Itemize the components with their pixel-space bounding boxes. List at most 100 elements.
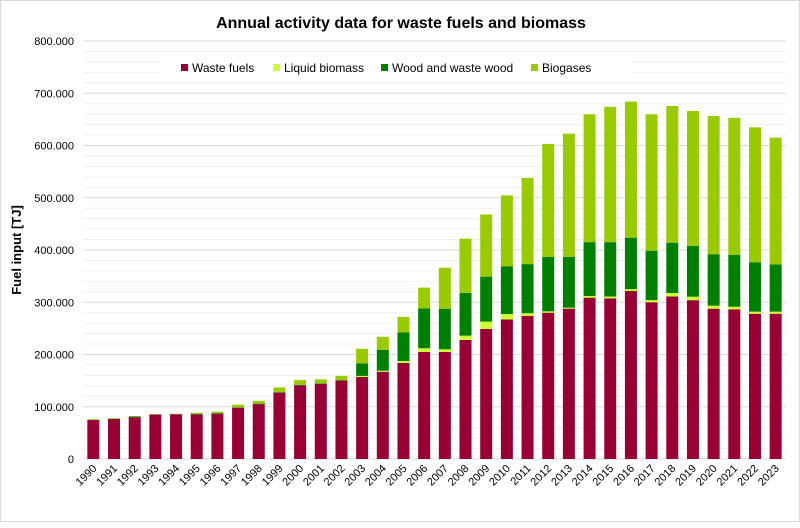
bar-biogases-2002 (335, 376, 347, 380)
bar-biogases-2006 (418, 288, 430, 309)
bar-waste-fuels-1992 (129, 417, 141, 459)
bars (87, 102, 781, 459)
bar-waste-fuels-1998 (253, 404, 265, 459)
y-tick-label: 300.000 (34, 297, 74, 309)
legend-item-waste-fuels: Waste fuels (181, 61, 254, 75)
bar-wood-and-waste-wood-2022 (749, 262, 761, 311)
bar-wood-and-waste-wood-2001 (315, 383, 327, 384)
bar-waste-fuels-2006 (418, 352, 430, 459)
bar-wood-and-waste-wood-2015 (604, 242, 616, 296)
bar-waste-fuels-2010 (501, 319, 513, 459)
bar-wood-and-waste-wood-2017 (646, 251, 658, 300)
legend-label: Wood and waste wood (392, 61, 513, 75)
y-tick-label: 0 (68, 454, 74, 466)
bar-biogases-1997 (232, 405, 244, 408)
bar-waste-fuels-2023 (770, 314, 782, 459)
bar-biogases-2021 (728, 118, 740, 255)
bar-biogases-2015 (604, 107, 616, 242)
x-tick-label: 1990 (74, 463, 100, 489)
bar-liquid-biomass-2006 (418, 348, 430, 352)
bar-waste-fuels-2008 (460, 340, 472, 459)
bar-waste-fuels-2022 (749, 314, 761, 459)
x-tick-label: 2007 (425, 463, 451, 489)
bar-waste-fuels-2000 (294, 385, 306, 459)
bar-wood-and-waste-wood-2019 (687, 246, 699, 297)
bar-wood-and-waste-wood-2010 (501, 266, 513, 314)
x-tick-label: 2019 (673, 463, 699, 489)
bar-waste-fuels-2005 (397, 363, 409, 459)
bar-biogases-1998 (253, 401, 265, 404)
bar-waste-fuels-1990 (87, 420, 99, 459)
x-tick-label: 2015 (591, 463, 617, 489)
bar-waste-fuels-1995 (191, 414, 203, 459)
x-tick-label: 2022 (735, 463, 761, 489)
x-tick-label: 1996 (198, 463, 224, 489)
bar-waste-fuels-2015 (604, 298, 616, 459)
x-tick-label: 2011 (508, 463, 533, 488)
bar-liquid-biomass-2014 (584, 296, 596, 298)
legend-label: Liquid biomass (284, 61, 364, 75)
legend-swatch (381, 64, 388, 71)
bar-biogases-2018 (666, 106, 678, 243)
bar-liquid-biomass-2019 (687, 297, 699, 300)
y-tick-label: 800.000 (34, 36, 74, 48)
bar-wood-and-waste-wood-2021 (728, 255, 740, 307)
bar-wood-and-waste-wood-2002 (335, 380, 347, 381)
x-tick-label: 2003 (342, 463, 368, 489)
x-tick-label: 1999 (260, 463, 286, 489)
bar-wood-and-waste-wood-1995 (191, 414, 203, 415)
x-tick-label: 2021 (715, 463, 741, 489)
y-tick-label: 700.000 (34, 88, 74, 100)
bar-biogases-2022 (749, 127, 761, 262)
bar-waste-fuels-2014 (584, 298, 596, 459)
bar-biogases-2017 (646, 114, 658, 250)
legend-label: Waste fuels (192, 61, 254, 75)
x-tick-label: 2006 (404, 463, 430, 489)
legend: Waste fuels Liquid biomass Wood and waste … (161, 58, 631, 78)
chart-title: Annual activity data for waste fuels and… (216, 15, 586, 32)
bar-wood-and-waste-wood-2023 (770, 264, 782, 311)
bar-waste-fuels-2019 (687, 300, 699, 459)
bar-liquid-biomass-2022 (749, 312, 761, 314)
legend-item-liquid-biomass: Liquid biomass (273, 61, 364, 75)
bar-biogases-2023 (770, 138, 782, 265)
bar-wood-and-waste-wood-1996 (211, 413, 223, 414)
bar-waste-fuels-2020 (708, 309, 720, 459)
bar-liquid-biomass-2003 (356, 376, 368, 377)
bar-biogases-2000 (294, 380, 306, 385)
x-tick-label: 1995 (177, 463, 203, 489)
bar-liquid-biomass-2021 (728, 307, 740, 310)
y-axis-label: Fuel input [TJ] (9, 205, 24, 295)
bar-liquid-biomass-2023 (770, 312, 782, 314)
bar-wood-and-waste-wood-1997 (232, 407, 244, 408)
bar-waste-fuels-2001 (315, 384, 327, 459)
bar-liquid-biomass-2015 (604, 297, 616, 299)
x-tick-label: 2012 (529, 463, 555, 489)
bar-waste-fuels-2012 (542, 313, 554, 459)
legend-swatch (531, 64, 538, 71)
bar-biogases-2012 (542, 144, 554, 257)
bar-waste-fuels-2013 (563, 309, 575, 459)
x-tick-label: 1992 (115, 463, 141, 489)
bar-wood-and-waste-wood-2020 (708, 254, 720, 305)
bar-waste-fuels-1993 (149, 415, 161, 459)
bar-liquid-biomass-2012 (542, 311, 554, 312)
x-tick-label: 1991 (94, 463, 120, 489)
bar-waste-fuels-1996 (211, 414, 223, 459)
bar-biogases-2013 (563, 134, 575, 257)
y-tick-labels: 0100.000200.000300.000400.000500.000600.… (34, 36, 74, 466)
bar-wood-and-waste-wood-1999 (273, 392, 285, 393)
bar-biogases-1995 (191, 413, 203, 414)
gridlines (83, 41, 786, 459)
bar-biogases-2020 (708, 116, 720, 254)
legend-swatch (181, 64, 188, 71)
bar-waste-fuels-2016 (625, 291, 637, 459)
x-tick-label: 2000 (280, 463, 306, 489)
bar-biogases-2007 (439, 268, 451, 309)
x-tick-labels: 1990199119921993199419951996199719981999… (74, 463, 782, 489)
bar-biogases-2010 (501, 195, 513, 266)
bar-wood-and-waste-wood-2008 (460, 293, 472, 336)
bar-liquid-biomass-2017 (646, 300, 658, 302)
x-tick-label: 2002 (322, 463, 348, 489)
bar-wood-and-waste-wood-2011 (522, 264, 534, 313)
